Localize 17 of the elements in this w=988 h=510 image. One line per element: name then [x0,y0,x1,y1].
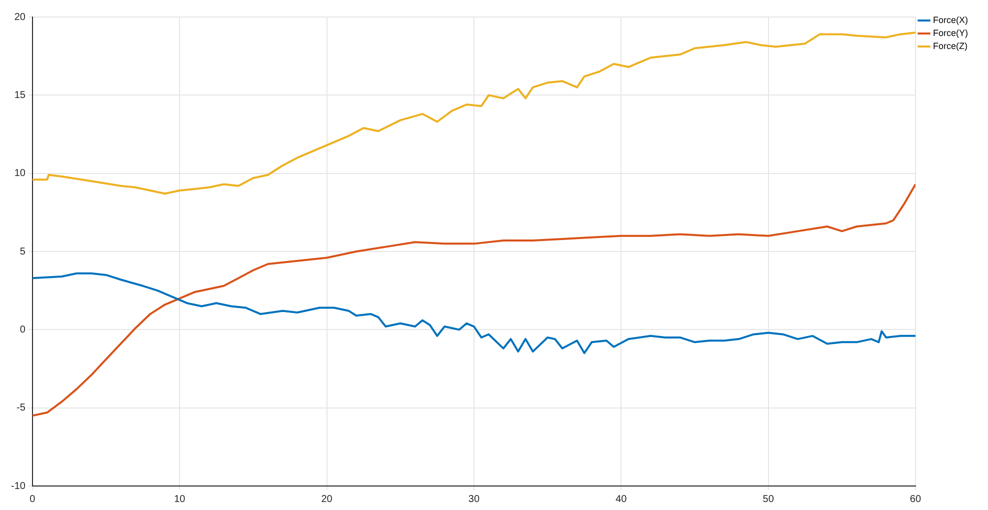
x-tick-label: 40 [616,494,628,505]
y-tick-label: -10 [11,480,26,492]
x-tick-label: 50 [762,494,774,505]
x-tick-label: 60 [910,494,922,505]
x-tick-label: 20 [321,494,333,505]
x-tick-label: 30 [468,494,480,505]
y-tick-label: 5 [20,246,26,258]
legend-label: Force(Z) [933,40,968,51]
legend-label: Force(X) [933,14,968,25]
y-tick-label: 0 [20,324,26,336]
y-tick-label: 20 [14,12,26,23]
legend-label: Force(Y) [933,28,968,38]
y-tick-label: 10 [14,168,26,180]
y-tick-label: -5 [16,402,26,414]
x-tick-label: 10 [174,494,186,505]
x-tick-label: 0 [30,494,36,505]
y-tick-label: 15 [14,90,26,101]
